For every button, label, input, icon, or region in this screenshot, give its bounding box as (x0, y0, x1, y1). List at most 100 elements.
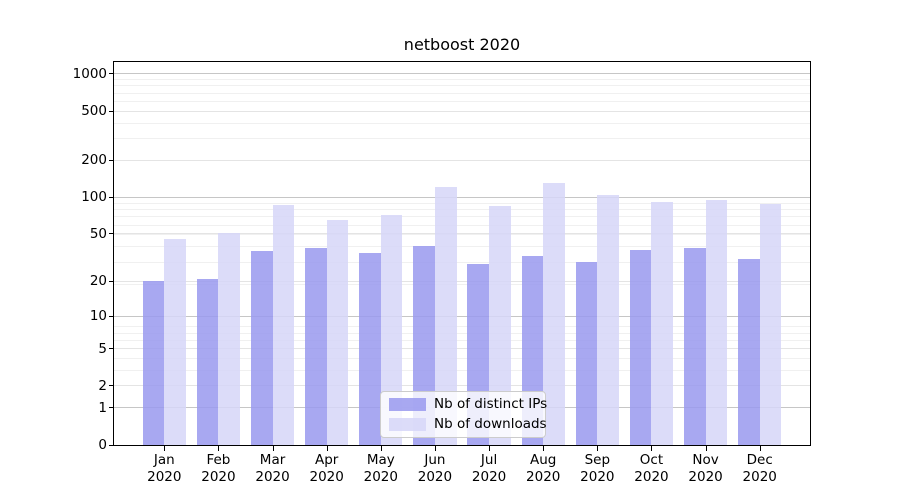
gridline (114, 234, 810, 236)
bar-downloads-mar (272, 205, 295, 445)
y-tick-mark (109, 444, 113, 446)
bar-downloads-jun (434, 187, 457, 445)
x-tick-mark (597, 446, 599, 451)
x-tick-label-feb: Feb 2020 (201, 452, 236, 485)
bar-distinct-ips-oct (629, 249, 652, 445)
gridline (114, 196, 810, 198)
gridline (114, 385, 810, 387)
y-tick-mark (109, 233, 113, 235)
x-tick-label-sep: Sep 2020 (580, 452, 615, 485)
legend-item-distinct-ips: Nb of distinct IPs (389, 397, 547, 412)
plot-area (109, 61, 811, 451)
x-tick-mark (543, 446, 545, 451)
bar-distinct-ips-jan (142, 281, 165, 445)
y-tick-mark (109, 280, 113, 282)
y-tick-mark (109, 407, 113, 409)
bar-distinct-ips-may (359, 252, 381, 445)
bar-distinct-ips-nov (683, 248, 706, 445)
y-tick-label: 500 (81, 103, 107, 120)
y-tick-label: 100 (81, 189, 107, 206)
y-tick-label: 5 (98, 340, 107, 357)
y-tick-label: 2 (98, 377, 107, 394)
bar-downloads-aug (543, 182, 565, 445)
gridline (114, 246, 810, 248)
x-tick-mark (272, 446, 274, 451)
y-tick-mark (109, 315, 113, 317)
gridline (114, 202, 810, 204)
bar-distinct-ips-apr (305, 248, 327, 445)
x-tick-label-nov: Nov 2020 (688, 452, 723, 485)
x-tick-label-dec: Dec 2020 (742, 452, 777, 485)
gridline (114, 79, 810, 81)
gridline (114, 92, 810, 94)
y-tick-mark (109, 385, 113, 387)
bar-distinct-ips-dec (738, 258, 760, 445)
gridline (114, 348, 810, 350)
x-tick-label-jan: Jan 2020 (147, 452, 182, 485)
bar-distinct-ips-feb (196, 278, 219, 445)
x-tick-mark (434, 446, 436, 451)
gridline (114, 261, 810, 263)
x-tick-mark (218, 446, 220, 451)
legend-swatch-distinct-ips (389, 398, 426, 411)
x-tick-label-aug: Aug 2020 (526, 452, 561, 485)
x-tick-mark (651, 446, 653, 451)
y-tick-label: 20 (89, 273, 107, 290)
x-tick-mark (326, 446, 328, 451)
x-tick-label-jul: Jul 2020 (471, 452, 507, 485)
x-tick-label-oct: Oct 2020 (634, 452, 669, 485)
gridline (114, 110, 810, 112)
bar-downloads-sep (597, 194, 619, 445)
bar-downloads-jul (489, 205, 511, 445)
y-tick-label: 200 (81, 152, 107, 169)
y-tick-label: 0 (98, 437, 107, 453)
x-tick-label-jun: Jun 2020 (417, 452, 453, 485)
bar-downloads-oct (651, 201, 674, 445)
gridline (114, 73, 810, 75)
x-tick-label-apr: Apr 2020 (309, 452, 344, 485)
y-tick-label: 50 (89, 225, 107, 242)
gridline (114, 159, 810, 161)
legend: Nb of distinct IPs Nb of downloads (380, 391, 547, 438)
x-tick-mark (380, 446, 382, 451)
y-tick-mark (109, 196, 113, 198)
bar-distinct-ips-mar (250, 251, 273, 445)
bar-downloads-jan (164, 239, 186, 445)
x-tick-mark (164, 446, 166, 451)
bar-downloads-feb (218, 232, 241, 445)
legend-label-distinct-ips: Nb of distinct IPs (434, 396, 548, 412)
gridline (114, 280, 810, 282)
bar-downloads-nov (705, 200, 728, 445)
gridline (114, 224, 810, 226)
x-tick-mark (705, 446, 707, 451)
x-tick-mark (489, 446, 491, 451)
gridline (114, 339, 810, 341)
y-tick-mark (109, 348, 113, 350)
gridline (114, 358, 810, 360)
legend-label-downloads: Nb of downloads (434, 416, 547, 432)
x-tick-label-may: May 2020 (363, 452, 398, 485)
y-tick-mark (109, 110, 113, 112)
legend-swatch-downloads (389, 418, 426, 431)
x-tick-label-mar: Mar 2020 (255, 452, 290, 485)
y-tick-mark (109, 73, 113, 75)
gridline (114, 122, 810, 124)
x-tick-mark (759, 446, 761, 451)
gridline (114, 283, 810, 285)
gridline (114, 100, 810, 102)
bar-distinct-ips-sep (575, 262, 598, 445)
y-tick-label: 1000 (72, 65, 107, 82)
gridline (114, 85, 810, 87)
gridline (114, 326, 810, 328)
legend-item-downloads: Nb of downloads (389, 417, 547, 432)
gridline (114, 216, 810, 218)
gridline (114, 209, 810, 211)
y-tick-mark (109, 159, 113, 161)
y-tick-label: 1 (98, 399, 107, 416)
gridline (114, 370, 810, 372)
chart-title: netboost 2020 (403, 35, 521, 54)
bar-downloads-may (380, 214, 403, 445)
gridline (114, 138, 810, 140)
y-tick-label: 10 (89, 308, 107, 325)
